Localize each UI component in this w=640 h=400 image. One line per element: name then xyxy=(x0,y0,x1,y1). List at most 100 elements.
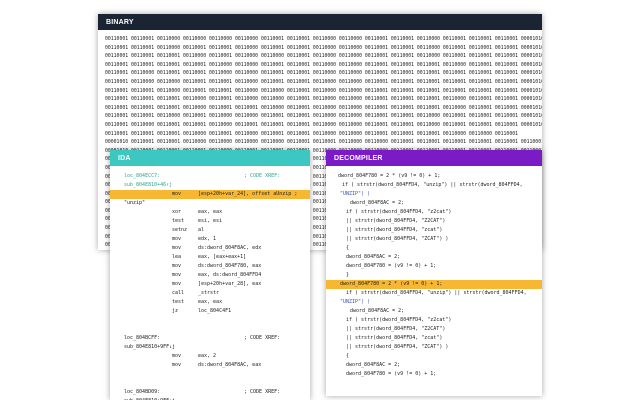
decompiler-code-line[interactable]: || strstr(dword_804FFD4, "ZCAT") ) xyxy=(346,344,449,350)
binary-line: 00110001 00110001 00110001 00110000 0011… xyxy=(105,105,542,111)
ida-mnemonic: test xyxy=(172,299,185,305)
ida-operands: loc_804C4F1 xyxy=(198,308,232,314)
decompiler-code-line[interactable]: } xyxy=(346,272,350,278)
binary-line: 00001010 00110001 00110001 00110001 0011… xyxy=(105,226,542,232)
decompiler-code-line[interactable]: dword_804F780 = 2 * (v9 != 0) + 1; xyxy=(338,173,441,179)
decompiler-code-line[interactable]: || strstr(dword_804FFD4, "Z2CAT") xyxy=(346,218,446,224)
ida-mnemonic: setnz xyxy=(172,227,188,233)
ida-code-line[interactable] xyxy=(110,379,310,388)
ida-code-line[interactable]: mov eax, 2 xyxy=(110,352,310,361)
ida-mnemonic: mov xyxy=(172,353,182,359)
binary-line: 00001010 00110001 00110001 00110000 0011… xyxy=(105,217,542,223)
decompiler-code-line[interactable]: dword_804F8AC = 2; xyxy=(350,200,405,206)
ida-code-line[interactable]: call _strstr xyxy=(110,289,310,298)
decompiler-highlighted-line[interactable]: dword_804F780 = 2 * (v9 != 0) + 1; xyxy=(326,280,542,289)
ida-code-line[interactable]: mov ds:dword_804F8AC, edx xyxy=(110,244,310,253)
binary-line: 00110001 00110001 00110000 00110001 0011… xyxy=(105,45,542,51)
ida-code-line[interactable]: mov [esp+20h+var_28], eax xyxy=(110,280,310,289)
ida-operands: ds:dword_804F780, eax xyxy=(198,263,262,269)
binary-line: 00110001 00110000 00110001 00110001 0011… xyxy=(105,71,542,77)
ida-label: loc_804BCFF: xyxy=(124,335,161,341)
ida-operands: esi, esi xyxy=(198,218,223,224)
ida-code-line[interactable]: setnz al xyxy=(110,226,310,235)
decompiler-code-line[interactable]: dword_804F8AC = 2; xyxy=(350,308,405,314)
ida-mnemonic: mov xyxy=(172,272,182,278)
ida-code-line[interactable]: loc_804BCFF: ; CODE XREF: xyxy=(110,334,310,343)
binary-line: 00110001 00110001 00110000 00110001 0011… xyxy=(105,114,542,120)
ida-operands: eax, eax xyxy=(198,209,223,215)
binary-line: 00110001 00110000 00110001 00110001 0011… xyxy=(105,122,542,128)
ida-operands: ds:dword_804F8AC, edx xyxy=(198,245,262,251)
decompiler-code-line[interactable]: dword_804F780 = (v9 != 0) + 1; xyxy=(346,263,437,269)
ida-code-line[interactable]: sub_804E810+9FE↓j xyxy=(110,397,310,400)
ida-code-line[interactable] xyxy=(110,316,310,325)
ida-label: "unzip" xyxy=(124,200,146,206)
ida-code-line[interactable]: sub_804E810+46↑j xyxy=(110,181,310,190)
decompiler-code-line[interactable]: { xyxy=(346,353,350,359)
decompiler-code-line[interactable]: dword_804F780 = (v9 != 0) + 1; xyxy=(346,371,437,377)
decompiler-code-line[interactable]: || strstr(dword_804FFD4, "zcat") xyxy=(346,335,443,341)
decompiler-code-line[interactable]: if ( strstr(dword_804FFD4, "unzip") || s… xyxy=(346,290,527,296)
ida-code-line[interactable]: loc_804BD09: ; CODE XREF: xyxy=(110,388,310,397)
ida-code-line[interactable]: mov eax, ds:dword_804FFD4 xyxy=(110,271,310,280)
ida-operands: ds:dword_804F8AC, eax xyxy=(198,362,262,368)
binary-line: 00110001 00110001 00110001 00110000 0011… xyxy=(105,54,542,60)
ida-highlighted-line[interactable]: mov [esp+20h+var_24], offset aUnzip ; xyxy=(110,190,310,199)
ida-code-line[interactable]: test eax, eax xyxy=(110,298,310,307)
ida-operands: eax, [eax+eax+1] xyxy=(198,254,247,260)
binary-line: 00001010 00110001 00110001 00110001 0011… xyxy=(105,148,542,154)
ida-mnemonic: mov xyxy=(172,191,182,197)
binary-line: 00001010 00110001 00110001 00110000 0011… xyxy=(105,165,542,171)
decompiler-code-line[interactable]: if ( strstr(dword_804FFD4, "z2cat") xyxy=(346,209,452,215)
ida-code-line[interactable]: jz loc_804C4F1 xyxy=(110,307,310,316)
ida-code-line[interactable]: "unzip" xyxy=(110,199,310,208)
binary-line: 00110001 00110001 00110000 00110000 0011… xyxy=(105,37,542,42)
ida-code-line[interactable]: sub_804E810+9FF↓j xyxy=(110,343,310,352)
binary-panel-header: BINARY xyxy=(98,14,542,30)
ida-mnemonic: mov xyxy=(172,281,182,287)
ida-label: sub_804E810+9FE↓j xyxy=(124,398,175,400)
ida-code-line[interactable]: xor eax, eax xyxy=(110,208,310,217)
ida-code-line[interactable]: test esi, esi xyxy=(110,217,310,226)
ida-mnemonic: mov xyxy=(172,263,182,269)
binary-line: 00110001 00110001 00110000 00110001 0011… xyxy=(105,88,542,94)
binary-line: 00001010 00110001 00110001 00110001 0011… xyxy=(105,174,542,180)
decompiler-code-line[interactable]: || strstr(dword_804FFD4, "zcat") xyxy=(346,227,443,233)
decompiler-code-line[interactable]: if ( strstr(dword_804FFD4, "unzip") || s… xyxy=(342,182,523,188)
ida-code-line[interactable] xyxy=(110,370,310,379)
ida-code-line[interactable]: mov ds:dword_804F8AC, eax xyxy=(110,361,310,370)
decompiler-code-line[interactable]: "UNZIP") ) xyxy=(340,299,371,305)
binary-line: 00110001 00110001 00110001 00110001 0011… xyxy=(105,62,542,68)
ida-code-line[interactable]: mov edx, 1 xyxy=(110,235,310,244)
decompiler-code-line[interactable]: "UNZIP") ) xyxy=(340,191,371,197)
ida-operands: eax, eax xyxy=(198,299,223,305)
ida-code-line[interactable] xyxy=(110,325,310,334)
ida-label: sub_804E810+46↑j xyxy=(124,182,173,188)
ida-comment: ; CODE XREF: xyxy=(244,335,281,341)
binary-dump: 00110001 00110001 00110000 00110000 0011… xyxy=(98,30,542,250)
binary-line: 00110001 00110001 00110001 00110000 0011… xyxy=(105,97,542,103)
decompiler-code-line[interactable]: { xyxy=(346,245,350,251)
ida-operands: al xyxy=(198,227,205,233)
decompiler-code-listing: dword_804F780 = 2 * (v9 != 0) + 1; if ( … xyxy=(326,166,542,379)
decompiler-code-line[interactable]: if ( strstr(dword_804FFD4, "z2cat") xyxy=(346,317,452,323)
decompiler-code-line[interactable]: dword_804F8AC = 2; xyxy=(346,362,401,368)
ida-label: loc_804ECC7: xyxy=(124,173,161,179)
decompiler-panel-header: DECOMPILER xyxy=(326,150,542,166)
ida-code-line[interactable]: loc_804ECC7: ; CODE XREF: xyxy=(110,172,310,181)
ida-code-line[interactable]: lea eax, [eax+eax+1] xyxy=(110,253,310,262)
binary-line: 00001010 00110001 00110001 00110001 0011… xyxy=(105,208,542,214)
ida-mnemonic: test xyxy=(172,218,185,224)
ida-mnemonic: mov xyxy=(172,245,182,251)
binary-line: 00001010 00110001 00110001 00110000 0011… xyxy=(105,140,542,146)
ida-code-line[interactable]: mov ds:dword_804F780, eax xyxy=(110,262,310,271)
decompiler-code-line[interactable]: dword_804F8AC = 2; xyxy=(346,254,401,260)
ida-disassembly-listing: loc_804ECC7: ; CODE XREF: sub_804E810+46↑… xyxy=(110,166,310,400)
ida-panel: IDA loc_804ECC7: ; CODE XREF: sub_804E810… xyxy=(110,150,310,400)
ida-operands: edx, 1 xyxy=(198,236,217,242)
decompiler-code-line[interactable]: || strstr(dword_804FFD4, "Z2CAT") xyxy=(346,326,446,332)
decompiler-code-line[interactable]: || strstr(dword_804FFD4, "ZCAT") ) xyxy=(346,236,449,242)
ida-operands: eax, ds:dword_804FFD4 xyxy=(198,272,262,278)
ida-operands: eax, 2 xyxy=(198,353,217,359)
binary-line: 00110001 00110001 00110001 00110000 0011… xyxy=(105,131,518,137)
